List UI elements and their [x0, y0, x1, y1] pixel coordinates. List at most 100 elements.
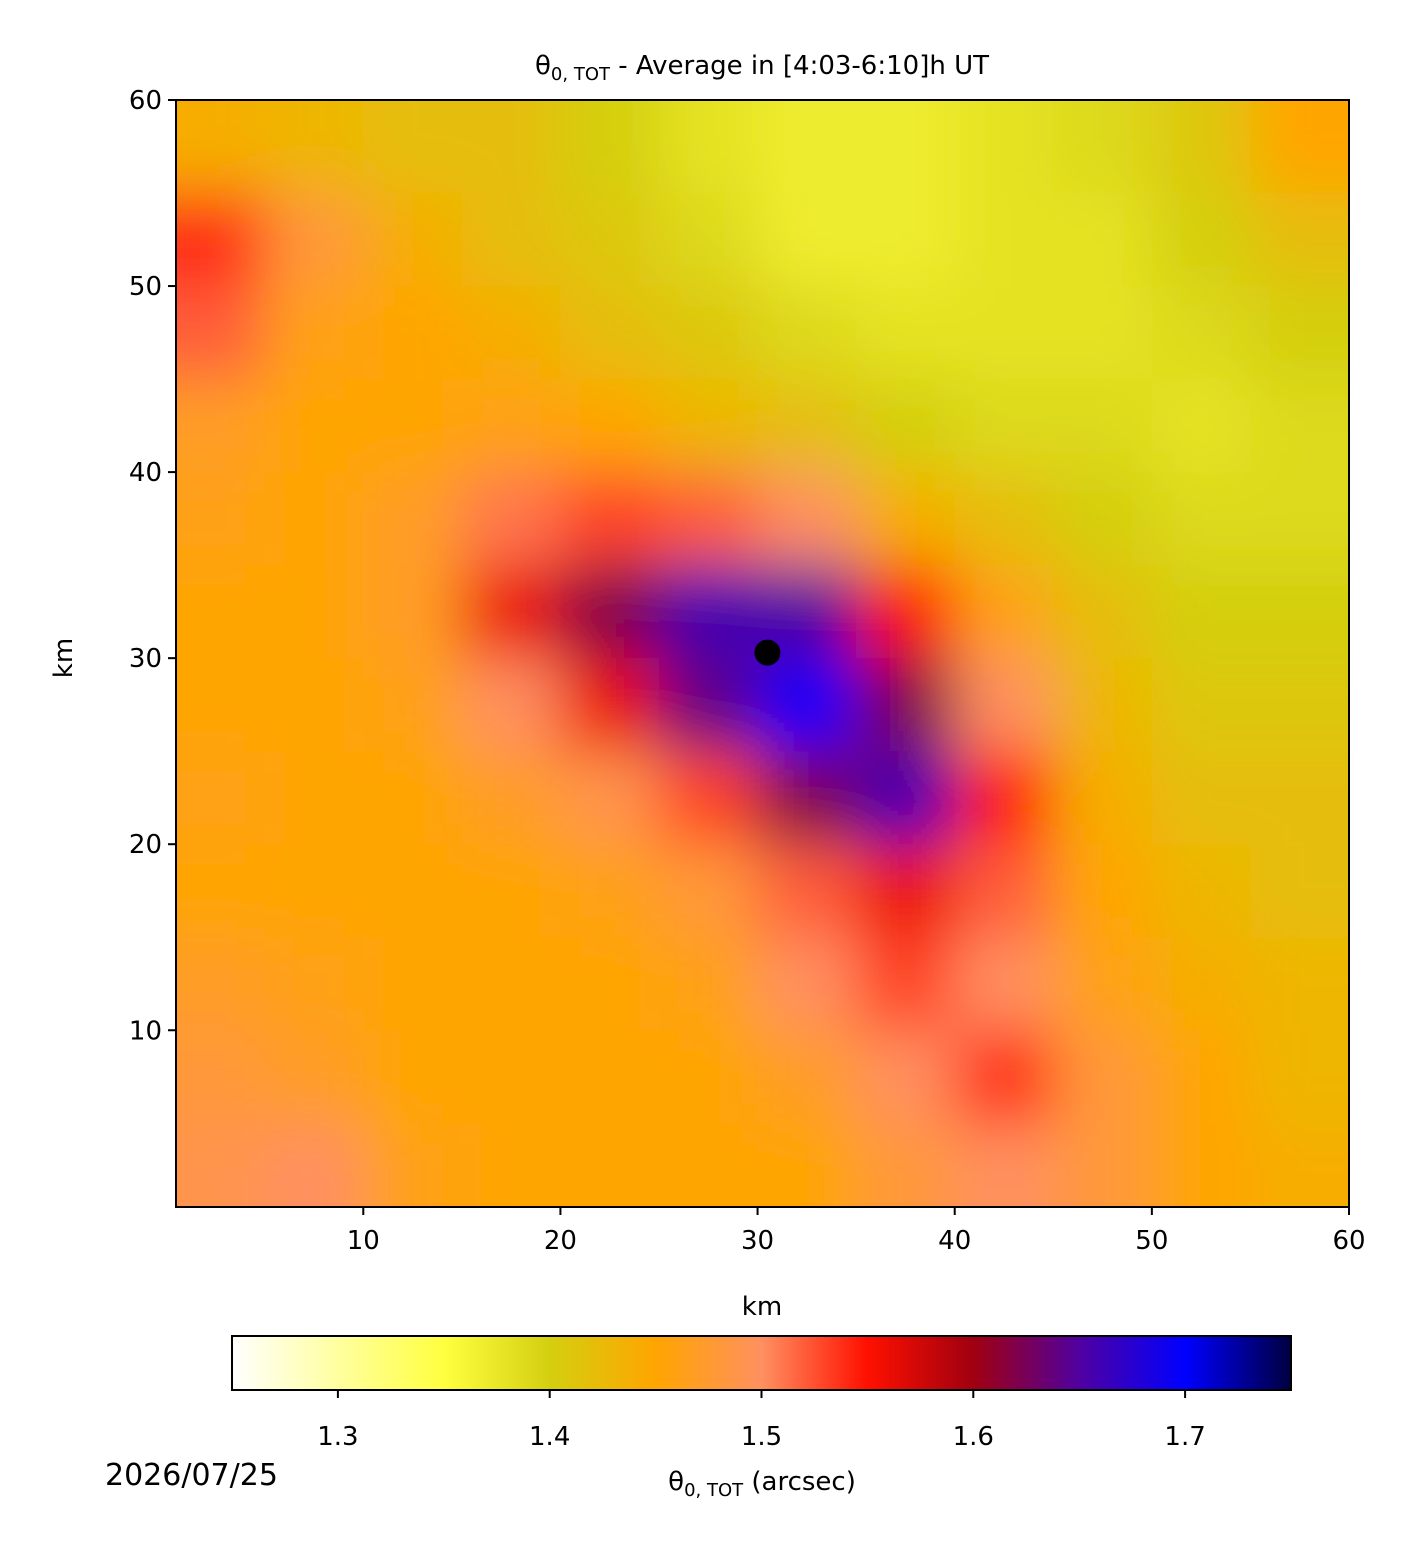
- heat-cell: [461, 379, 562, 474]
- heat-cell: [659, 844, 759, 939]
- heat-cell: [560, 565, 660, 660]
- marker-point: [754, 639, 781, 666]
- title-symbol: θ: [535, 51, 551, 81]
- heat-cell: [659, 100, 759, 195]
- heat-cell: [757, 286, 858, 381]
- heat-cell: [363, 1030, 463, 1125]
- heat-cell: [856, 565, 956, 660]
- x-axis-label: km: [742, 1292, 782, 1322]
- heat-cell: [461, 286, 562, 381]
- heat-cell: [461, 193, 562, 288]
- heat-cell: [363, 751, 463, 846]
- x-tick-label: 20: [544, 1226, 577, 1256]
- heat-cell: [1053, 565, 1153, 660]
- heat-cell: [363, 193, 463, 288]
- heat-cell: [560, 844, 660, 939]
- heat-cell: [757, 100, 858, 195]
- x-tick-label: 50: [1135, 1226, 1168, 1256]
- heat-cell: [954, 286, 1055, 381]
- heat-cell: [461, 937, 562, 1032]
- heat-cell: [176, 658, 266, 753]
- heat-cell: [1053, 937, 1153, 1032]
- colorbar: [231, 1335, 1292, 1391]
- x-tick-label: 60: [1332, 1226, 1365, 1256]
- heat-cell: [757, 1123, 858, 1207]
- heat-cell: [1053, 751, 1153, 846]
- heat-cell: [264, 844, 365, 939]
- heat-cell: [1151, 193, 1252, 288]
- heat-cell: [461, 472, 562, 567]
- heat-cell: [856, 472, 956, 567]
- heat-cell: [560, 1030, 660, 1125]
- colorbar-label-subscript: 0, TOT: [684, 1480, 744, 1501]
- heat-cell: [1250, 193, 1349, 288]
- colorbar-tick-label: 1.7: [1164, 1422, 1205, 1452]
- heat-cell: [461, 1123, 562, 1207]
- date: 2026/07/25: [105, 1458, 278, 1493]
- heat-cell: [264, 472, 365, 567]
- heat-cell: [461, 658, 562, 753]
- heat-cell: [1250, 100, 1349, 195]
- heat-cell: [1250, 937, 1349, 1032]
- heat-cell: [1151, 565, 1252, 660]
- heat-cell: [1250, 1030, 1349, 1125]
- heat-cell: [856, 1123, 956, 1207]
- heat-cell: [954, 472, 1055, 567]
- heat-cell: [1053, 193, 1153, 288]
- heat-cell: [560, 472, 660, 567]
- heat-cell: [856, 844, 956, 939]
- heat-cell: [757, 472, 858, 567]
- heat-cell: [264, 286, 365, 381]
- heat-cell: [1053, 286, 1153, 381]
- heat-cell: [757, 1030, 858, 1125]
- x-tick-label: 30: [741, 1226, 774, 1256]
- colorbar-tick-label: 1.3: [317, 1422, 358, 1452]
- heat-cell: [954, 379, 1055, 474]
- heat-cell: [560, 1123, 660, 1207]
- colorbar-tick-label: 1.6: [953, 1422, 994, 1452]
- colorbar-tick-label: 1.4: [529, 1422, 570, 1452]
- heat-cell: [264, 379, 365, 474]
- colorbar-tick-label: 1.5: [741, 1422, 782, 1452]
- heat-cell: [264, 1123, 365, 1207]
- heat-cell: [264, 100, 365, 195]
- heat-cell: [659, 658, 759, 753]
- chart-title: θ0, TOT - Average in [4:03-6:10]h UT: [535, 51, 989, 85]
- heat-cell: [1151, 751, 1252, 846]
- heat-cell: [1250, 844, 1349, 939]
- heat-cell: [1053, 100, 1153, 195]
- heat-cell: [176, 937, 266, 1032]
- heat-cell: [363, 472, 463, 567]
- heat-cell: [1250, 286, 1349, 381]
- heat-cell: [954, 1030, 1055, 1125]
- heat-cell: [856, 658, 956, 753]
- heat-cell: [363, 565, 463, 660]
- heat-cell: [1151, 937, 1252, 1032]
- heat-cell: [757, 658, 858, 753]
- heat-cell: [176, 286, 266, 381]
- heat-cell: [1250, 379, 1349, 474]
- heat-cell: [1250, 565, 1349, 660]
- heat-cell: [176, 751, 266, 846]
- heat-cell: [954, 844, 1055, 939]
- colorbar-label-rest: (arcsec): [743, 1467, 856, 1497]
- heat-cell: [954, 100, 1055, 195]
- heat-cell: [659, 193, 759, 288]
- heat-cell: [264, 751, 365, 846]
- heat-cell: [363, 844, 463, 939]
- heat-cell: [1250, 1123, 1349, 1207]
- heat-cell: [264, 1030, 365, 1125]
- heat-cell: [856, 1030, 956, 1125]
- heat-cell: [659, 1030, 759, 1125]
- heat-cell: [461, 565, 562, 660]
- title-rest: - Average in [4:03-6:10]h UT: [610, 51, 989, 81]
- colorbar-label-symbol: θ: [668, 1467, 684, 1497]
- heat-cell: [176, 472, 266, 567]
- heat-cell: [856, 193, 956, 288]
- heat-cell: [954, 1123, 1055, 1207]
- heat-cell: [176, 100, 266, 195]
- heat-cell: [176, 1030, 266, 1125]
- y-tick-label: 20: [129, 830, 162, 860]
- heat-cell: [757, 844, 858, 939]
